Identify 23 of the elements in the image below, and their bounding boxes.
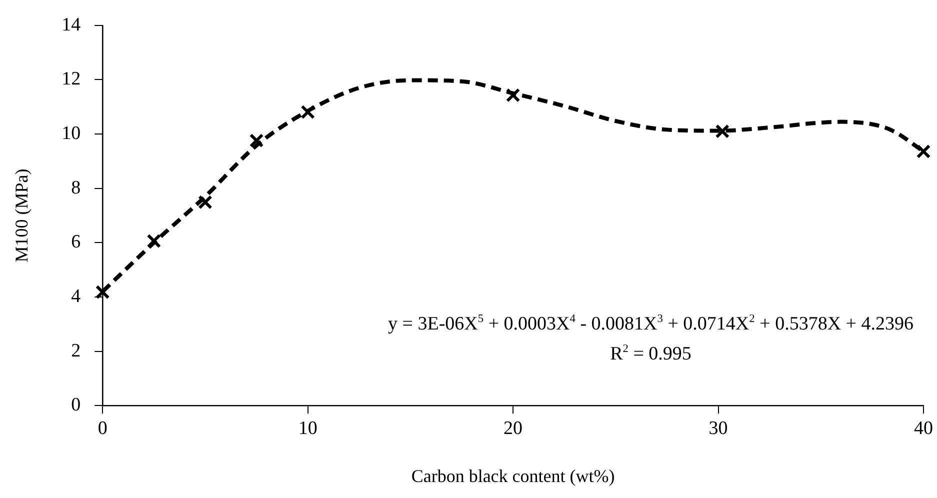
x-tick-label: 0 <box>98 418 108 439</box>
point <box>300 104 315 120</box>
y-tick-label: 4 <box>71 286 82 307</box>
x-axis-title: Carbon black content (wt%) <box>411 466 615 486</box>
y-tick-label: 12 <box>62 68 81 90</box>
point <box>198 195 212 210</box>
point <box>916 144 931 159</box>
y-tick-label: 0 <box>71 394 81 416</box>
y-tick-label: 6 <box>71 232 81 253</box>
point <box>146 234 162 248</box>
point <box>506 88 520 102</box>
x-tick-label: 10 <box>298 418 318 439</box>
x-tick-label: 30 <box>708 418 728 439</box>
y-tick-label: 2 <box>71 340 81 362</box>
y-tick-label: 8 <box>71 177 81 198</box>
point <box>715 124 730 138</box>
point <box>249 133 264 148</box>
point <box>95 284 110 300</box>
x-tick-label: 20 <box>504 418 523 439</box>
y-axis-title: M100 (MPa) <box>12 168 32 262</box>
x-tick-label: 40 <box>914 418 933 439</box>
y-tick-label: 14 <box>62 14 82 36</box>
y-tick-label: 10 <box>62 123 81 144</box>
